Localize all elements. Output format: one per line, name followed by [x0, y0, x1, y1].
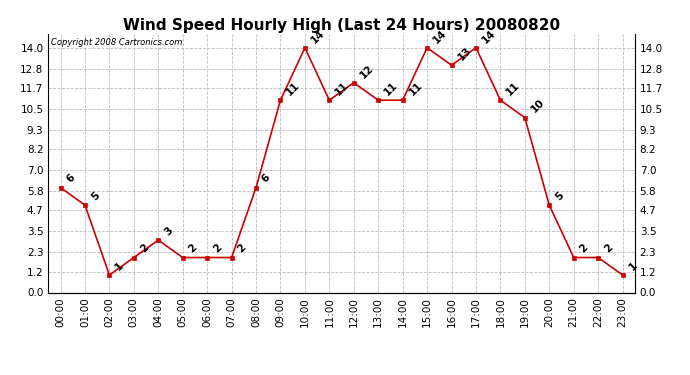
Text: 14: 14 [431, 27, 448, 45]
Text: 10: 10 [529, 98, 546, 115]
Text: 6: 6 [260, 172, 273, 185]
Text: 11: 11 [504, 80, 522, 98]
Text: 11: 11 [284, 80, 302, 98]
Text: 14: 14 [309, 27, 326, 45]
Text: 1: 1 [114, 260, 126, 272]
Text: 2: 2 [578, 243, 590, 255]
Text: 1: 1 [627, 260, 639, 272]
Text: 11: 11 [333, 80, 351, 98]
Text: 12: 12 [358, 63, 375, 80]
Text: 3: 3 [162, 225, 175, 237]
Text: 2: 2 [211, 243, 224, 255]
Text: 6: 6 [65, 172, 77, 185]
Text: 14: 14 [480, 27, 497, 45]
Text: 5: 5 [89, 190, 101, 202]
Text: 2: 2 [602, 243, 615, 255]
Text: 2: 2 [236, 243, 248, 255]
Text: 5: 5 [553, 190, 566, 202]
Text: 11: 11 [382, 80, 400, 98]
Text: Copyright 2008 Cartronics.com: Copyright 2008 Cartronics.com [51, 38, 183, 46]
Text: 2: 2 [138, 243, 150, 255]
Text: 13: 13 [455, 45, 473, 63]
Title: Wind Speed Hourly High (Last 24 Hours) 20080820: Wind Speed Hourly High (Last 24 Hours) 2… [123, 18, 560, 33]
Text: 2: 2 [187, 243, 199, 255]
Text: 11: 11 [407, 80, 424, 98]
